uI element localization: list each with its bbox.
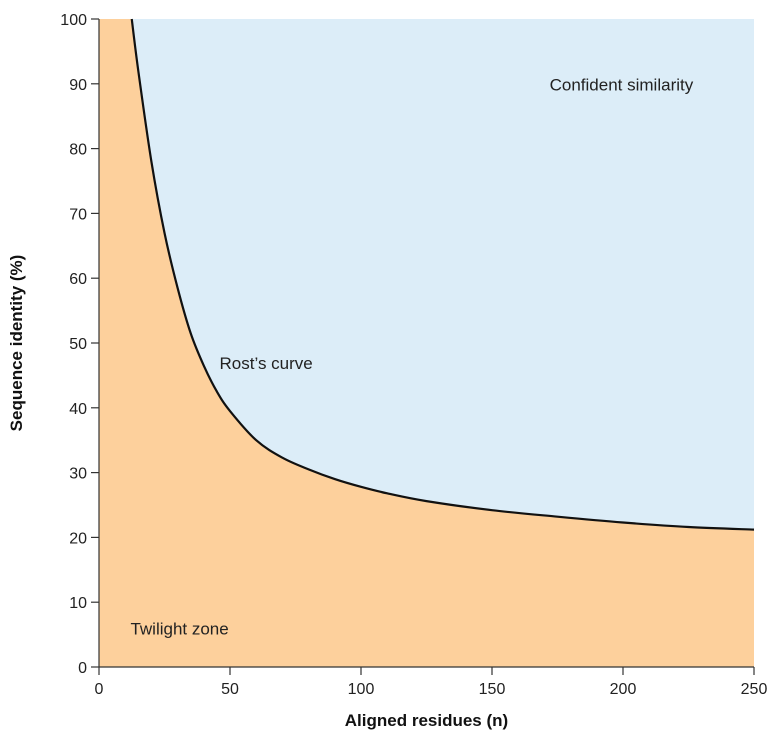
annotation-confident-similarity: Confident similarity <box>550 75 694 94</box>
x-tick-label: 0 <box>95 681 104 698</box>
x-tick-label: 250 <box>741 681 768 698</box>
y-tick-label: 90 <box>69 77 87 94</box>
x-tick-label: 150 <box>479 681 506 698</box>
x-tick-label: 50 <box>221 681 239 698</box>
x-tick-label: 100 <box>348 681 375 698</box>
region-twilight-zone <box>99 19 754 667</box>
rost-curve-line <box>130 18 755 531</box>
y-tick-label: 70 <box>69 206 87 223</box>
annotation-twilight-zone: Twilight zone <box>130 620 228 639</box>
annotation-rost-curve: Rost’s curve <box>220 354 313 373</box>
y-tick-label: 50 <box>69 336 87 353</box>
y-axis-ticks: 0 10 20 30 40 50 60 70 80 90 100 <box>60 12 99 677</box>
y-tick-label: 100 <box>60 12 87 29</box>
y-tick-label: 80 <box>69 142 87 159</box>
y-tick-label: 40 <box>69 401 87 418</box>
x-axis-ticks: 0 50 100 150 200 250 <box>95 667 768 698</box>
y-axis-title: Sequence identity (%) <box>7 255 26 432</box>
y-tick-label: 30 <box>69 466 87 483</box>
y-tick-label: 0 <box>78 660 87 677</box>
x-axis-title: Aligned residues (n) <box>345 711 508 730</box>
y-tick-label: 20 <box>69 530 87 547</box>
y-tick-label: 10 <box>69 595 87 612</box>
x-tick-label: 200 <box>610 681 637 698</box>
y-tick-label: 60 <box>69 271 87 288</box>
